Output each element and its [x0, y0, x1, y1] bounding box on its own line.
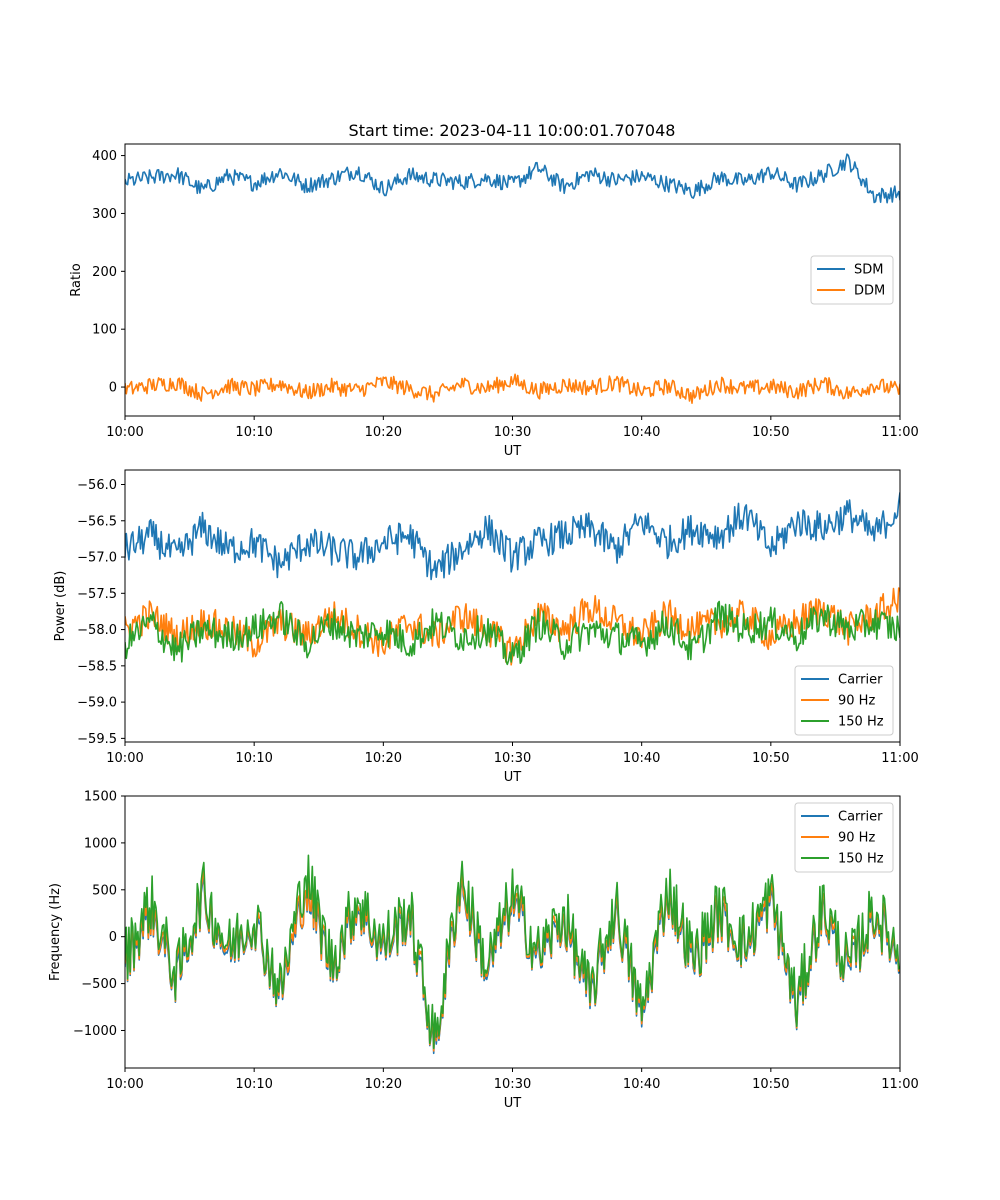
legend-entry: 150 Hz: [838, 852, 884, 867]
x-tick-label: 10:20: [365, 425, 402, 440]
y-tick-label: 500: [92, 883, 117, 898]
x-axis-label: UT: [504, 770, 522, 785]
x-tick-label: 10:30: [494, 425, 531, 440]
series-line-90-hz: [125, 587, 900, 666]
y-tick-label: 0: [109, 930, 117, 945]
x-tick-label: 10:00: [106, 751, 143, 766]
y-tick-label: −59.5: [77, 732, 117, 747]
legend: SDM DDM: [810, 255, 894, 305]
x-tick-label: 11:00: [881, 425, 918, 440]
y-tick-label: −57.0: [77, 551, 117, 566]
x-tick-label: 10:10: [235, 751, 272, 766]
legend-box: [794, 802, 894, 873]
chart-panel-1: 10:00 10:10 10:20 10:30 10:40 10:50 11:00 0 100 2…: [69, 143, 919, 459]
x-tick-label: 10:50: [752, 1077, 789, 1092]
x-tick-label: 10:10: [235, 425, 272, 440]
x-tick-label: 10:40: [623, 751, 660, 766]
y-tick-label: 100: [92, 323, 117, 338]
y-tick-label: −500: [81, 977, 117, 992]
y-tick-label: 1000: [84, 836, 117, 851]
legend-entry: SDM: [854, 263, 883, 278]
axes-frame: [124, 469, 901, 743]
x-tick-label: 11:00: [881, 751, 918, 766]
x-tick-label: 10:00: [106, 425, 143, 440]
legend: Carrier 90 Hz 150 Hz: [794, 665, 894, 736]
y-axis-label: Power (dB): [53, 571, 68, 642]
legend-entry: Carrier: [838, 810, 883, 825]
y-tick-label: 1500: [84, 790, 117, 805]
y-tick-label: 200: [92, 265, 117, 280]
x-tick-label: 10:50: [752, 751, 789, 766]
legend: Carrier 90 Hz 150 Hz: [794, 802, 894, 873]
y-tick-label: −58.5: [77, 659, 117, 674]
x-tick-label: 10:50: [752, 425, 789, 440]
y-tick-label: −56.5: [77, 514, 117, 529]
x-tick-label: 10:40: [623, 425, 660, 440]
legend-entry: 90 Hz: [838, 694, 875, 709]
y-axis-label: Frequency (Hz): [48, 883, 63, 981]
legend-entry: 150 Hz: [838, 715, 884, 730]
series-line-carrier: [125, 875, 900, 1055]
x-tick-label: 10:30: [494, 751, 531, 766]
x-tick-label: 10:40: [623, 1077, 660, 1092]
series-line-150-hz: [125, 854, 900, 1049]
y-axis-label: Ratio: [69, 263, 84, 296]
chart-title: Start time: 2023-04-11 10:00:01.707048: [349, 121, 676, 140]
series-line-ddm: [125, 373, 900, 405]
y-tick-label: −59.0: [77, 696, 117, 711]
y-tick-label: −1000: [73, 1024, 117, 1039]
x-tick-label: 10:10: [235, 1077, 272, 1092]
y-tick-label: 400: [92, 149, 117, 164]
x-tick-label: 10:20: [365, 1077, 402, 1092]
x-tick-label: 10:20: [365, 751, 402, 766]
chart-panel-2: 10:00 10:10 10:20 10:30 10:40 10:50 11:00 −59.5…: [53, 469, 919, 785]
y-tick-label: −58.0: [77, 623, 117, 638]
x-tick-label: 10:00: [106, 1077, 143, 1092]
chart-panel-3: 10:00 10:10 10:20 10:30 10:40 10:50 11:00 −1000…: [48, 790, 919, 1112]
x-tick-label: 10:30: [494, 1077, 531, 1092]
y-tick-label: −56.0: [77, 478, 117, 493]
x-axis-label: UT: [504, 444, 522, 459]
y-tick-label: −57.5: [77, 587, 117, 602]
x-axis-label: UT: [504, 1096, 522, 1111]
y-tick-label: 300: [92, 207, 117, 222]
legend-entry: 90 Hz: [838, 831, 875, 846]
x-tick-label: 11:00: [881, 1077, 918, 1092]
series-line-sdm: [125, 153, 900, 204]
series-line-carrier: [125, 492, 900, 581]
series-line-150-hz: [125, 600, 900, 666]
y-tick-label: 0: [109, 381, 117, 396]
legend-entry: Carrier: [838, 673, 883, 688]
axes-frame: [124, 143, 901, 417]
legend-entry: DDM: [854, 284, 885, 299]
legend-box: [794, 665, 894, 736]
